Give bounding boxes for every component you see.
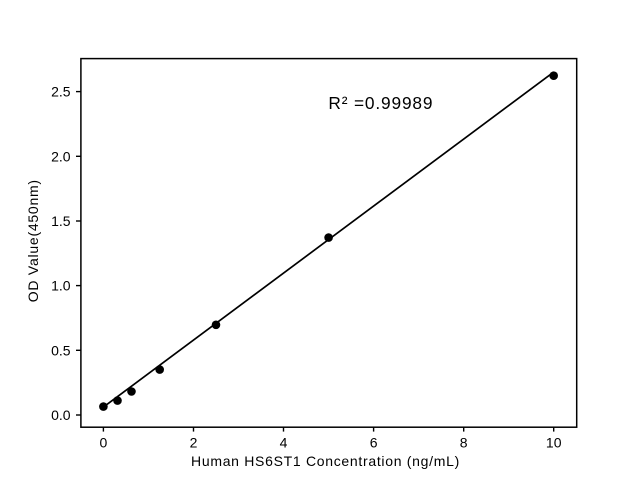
svg-text:2: 2 (190, 434, 198, 450)
svg-text:0: 0 (100, 434, 108, 450)
svg-text:8: 8 (460, 434, 468, 450)
svg-text:6: 6 (370, 434, 378, 450)
svg-text:2.5: 2.5 (51, 84, 71, 100)
svg-text:1.5: 1.5 (51, 213, 71, 229)
svg-text:0.5: 0.5 (51, 342, 71, 358)
svg-text:0.0: 0.0 (51, 407, 71, 423)
svg-text:4: 4 (280, 434, 288, 450)
svg-text:OD Value(450nm): OD Value(450nm) (25, 179, 41, 302)
svg-text:R² =0.99989: R² =0.99989 (328, 93, 433, 113)
svg-text:Human HS6ST1 Concentration (ng: Human HS6ST1 Concentration (ng/mL) (191, 453, 460, 469)
svg-text:10: 10 (546, 434, 562, 450)
svg-text:1.0: 1.0 (51, 278, 71, 294)
svg-text:2.0: 2.0 (51, 148, 71, 164)
